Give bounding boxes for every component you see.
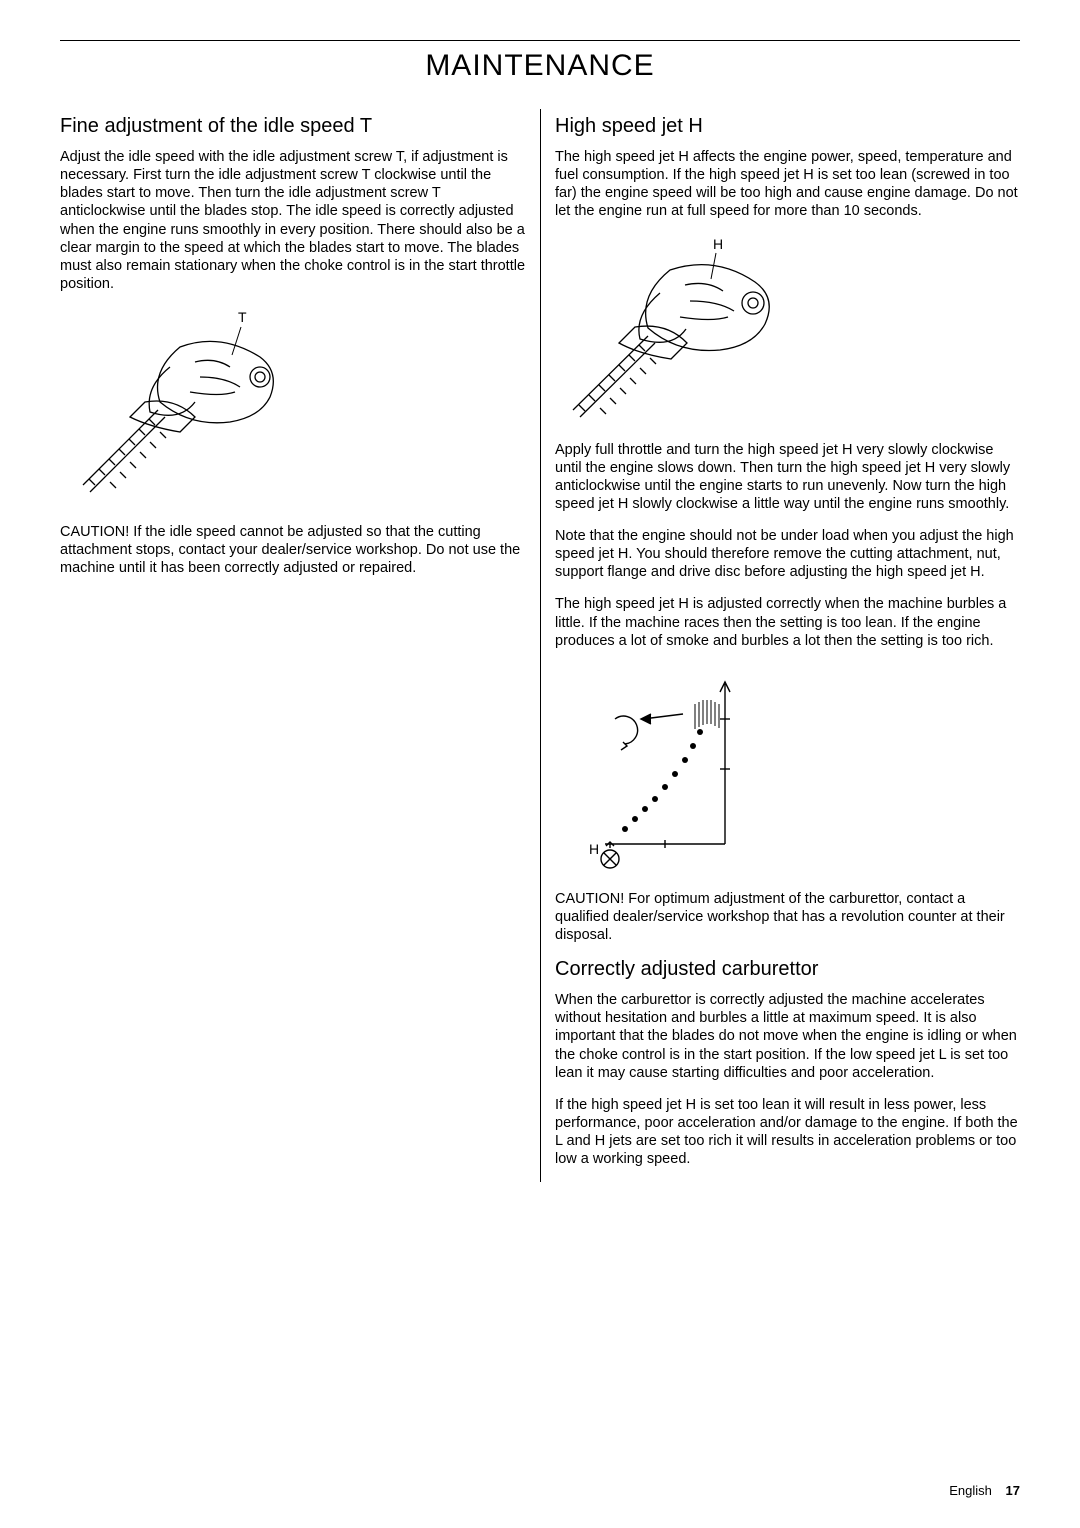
right-para-3: Note that the engine should not be under… (555, 527, 1020, 581)
figure-idle-speed-t: T (60, 307, 526, 507)
footer-language: English (949, 1483, 992, 1498)
right-heading-correct-carb: Correctly adjusted carburettor (555, 958, 1020, 981)
figure-label-h: H (713, 236, 723, 252)
figure2-label-h: H (589, 841, 599, 857)
top-rule (60, 40, 1020, 41)
figure-label-t: T (238, 309, 247, 325)
right-para-4: The high speed jet H is adjusted correct… (555, 595, 1020, 649)
footer-page-number: 17 (1006, 1483, 1020, 1498)
page-footer: English 17 (949, 1483, 1020, 1498)
left-para-1: Adjust the idle speed with the idle adju… (60, 148, 526, 293)
right-para-7: If the high speed jet H is set too lean … (555, 1096, 1020, 1169)
left-heading-idle-speed: Fine adjustment of the idle speed T (60, 115, 526, 138)
right-para-6: When the carburettor is correctly adjust… (555, 991, 1020, 1082)
figure-high-speed-h: H (555, 235, 1020, 425)
right-column: High speed jet H The high speed jet H af… (540, 109, 1020, 1182)
two-column-layout: Fine adjustment of the idle speed T Adju… (60, 109, 1020, 1182)
left-para-2: CAUTION! If the idle speed cannot be adj… (60, 523, 526, 577)
figure-adjustment-graph: H (555, 664, 1020, 874)
right-para-5: CAUTION! For optimum adjustment of the c… (555, 890, 1020, 944)
right-heading-high-speed: High speed jet H (555, 115, 1020, 138)
left-column: Fine adjustment of the idle speed T Adju… (60, 109, 540, 1182)
right-para-1: The high speed jet H affects the engine … (555, 148, 1020, 221)
right-para-2: Apply full throttle and turn the high sp… (555, 441, 1020, 514)
page-title: MAINTENANCE (60, 49, 1020, 83)
